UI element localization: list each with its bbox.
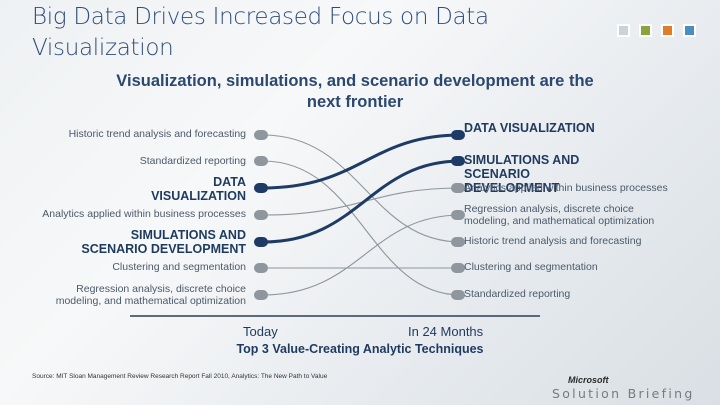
right-dot-2 [451, 156, 465, 166]
right-item-standardized: Standardized reporting [464, 288, 571, 300]
left-item-regression: Regression analysis, discrete choice mod… [55, 283, 246, 307]
connector-simulations [262, 159, 462, 244]
right-item-historic: Historic trend analysis and forecasting [464, 235, 642, 247]
left-item-data-visualization: DATA VISUALIZATION [151, 175, 246, 203]
axis-title: Top 3 Value-Creating Analytic Techniques [236, 342, 484, 356]
left-dot-3 [254, 183, 268, 193]
microsoft-logo: Microsoft [568, 375, 609, 385]
brand-square-green [639, 24, 652, 37]
left-dot-2 [254, 156, 268, 166]
slide-title: Big Data Drives Increased Focus on Data … [32, 4, 489, 61]
axis-label-24-months: In 24 Months [408, 324, 484, 339]
left-dot-6 [254, 263, 268, 273]
left-item-historic: Historic trend analysis and forecasting [68, 128, 246, 140]
right-dot-4 [451, 210, 465, 220]
right-dot-6 [451, 263, 465, 273]
right-item-regression: Regression analysis, discrete choice mod… [464, 203, 655, 227]
left-item-clustering: Clustering and segmentation [112, 261, 246, 273]
right-item-analytics: Analytics applied within business proces… [464, 182, 668, 194]
left-item-simulations: SIMULATIONS AND SCENARIO DEVELOPMENT [81, 228, 246, 256]
right-dot-5 [451, 237, 465, 247]
left-item-analytics: Analytics applied within business proces… [42, 208, 246, 220]
connector-regression [262, 214, 462, 296]
left-dot-1 [254, 130, 268, 140]
right-item-clustering: Clustering and segmentation [464, 261, 598, 273]
slide-subtitle: Visualization, simulations, and scenario… [116, 72, 594, 111]
left-dot-4 [254, 210, 268, 220]
right-dot-3 [451, 183, 465, 193]
source-citation: Source: MIT Sloan Management Review Rese… [32, 373, 328, 380]
solution-briefing-label: Solution Briefing [552, 386, 695, 401]
axis-label-today: Today [243, 324, 278, 339]
brand-square-orange [661, 24, 674, 37]
brand-square-blue [683, 24, 696, 37]
brand-squares [617, 24, 696, 37]
connector-standardized [262, 160, 462, 296]
right-dot-1 [451, 130, 465, 140]
connector-historic [262, 134, 462, 243]
right-dot-7 [451, 290, 465, 300]
brand-square-gray [617, 24, 630, 37]
left-item-standardized: Standardized reporting [139, 155, 246, 167]
right-item-data-visualization: DATA VISUALIZATION [464, 121, 595, 135]
right-item-simulations: SIMULATIONS AND SCENARIO DEVELOPMENT [464, 153, 580, 195]
left-dot-7 [254, 290, 268, 300]
left-dot-5 [254, 237, 268, 247]
connector-data-visualization [262, 133, 462, 190]
